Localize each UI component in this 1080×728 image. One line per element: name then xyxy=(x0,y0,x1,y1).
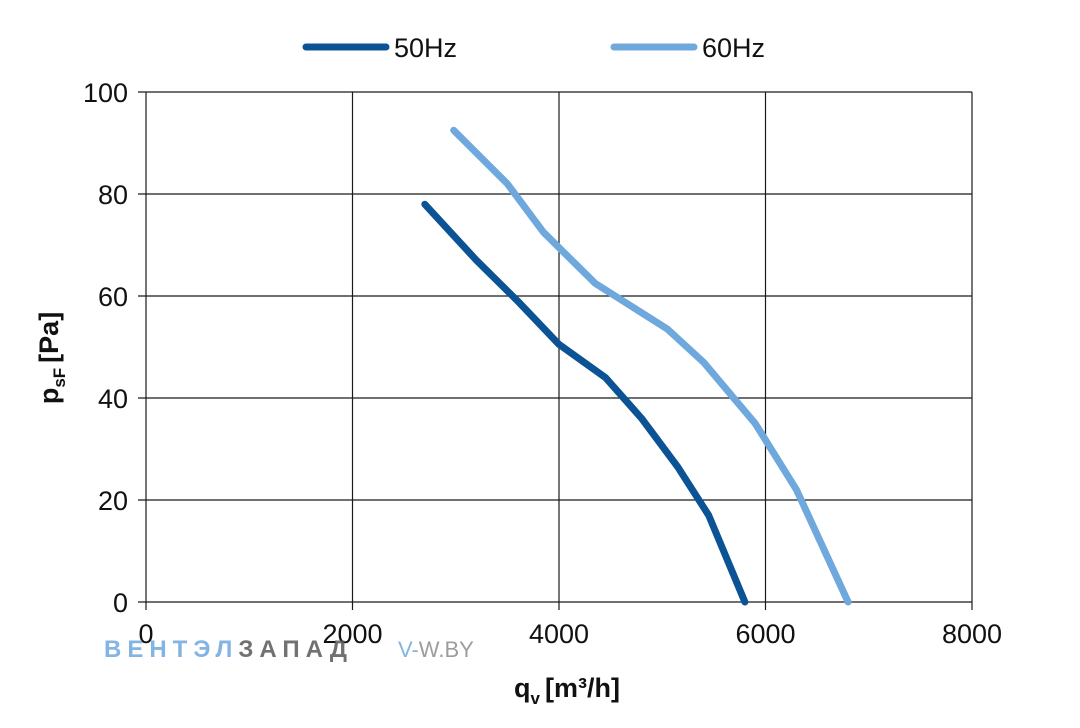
watermark-site-suffix: W.BY xyxy=(419,637,474,662)
series-line-50hz xyxy=(421,200,749,606)
legend: 50Hz 60Hz xyxy=(302,33,765,63)
y-tick-label: 40 xyxy=(98,384,128,414)
x-tick-label: 2000 xyxy=(322,619,382,649)
grid xyxy=(138,91,973,610)
y-tick-label: 100 xyxy=(83,78,128,108)
x-axis-title: qv [m³/h] xyxy=(514,673,620,708)
x-tick-label: 6000 xyxy=(735,619,795,649)
watermark-brand-part2: ЗАПАД xyxy=(238,636,353,663)
y-tick-label: 0 xyxy=(113,588,128,618)
legend-label-60hz: 60Hz xyxy=(702,33,765,63)
svg-text:ВЕНТЭЛЗАПАД: ВЕНТЭЛЗАПАД xyxy=(104,636,353,663)
x-tick-label: 8000 xyxy=(942,619,1002,649)
series-group xyxy=(421,126,852,606)
watermark: ВЕНТЭЛЗАПАД V-W.BY xyxy=(104,636,474,663)
watermark-site-prefix: V- xyxy=(398,637,419,662)
x-tick-label: 0 xyxy=(138,619,153,649)
y-tick-label: 80 xyxy=(98,180,128,210)
y-tick-label: 60 xyxy=(98,282,128,312)
y-tick-label: 20 xyxy=(98,486,128,516)
watermark-brand-part1: ВЕНТЭЛ xyxy=(104,636,238,663)
series-line-60hz xyxy=(450,126,852,606)
svg-text:V-W.BY: V-W.BY xyxy=(398,637,474,662)
x-tick-labels: 0 2000 4000 6000 8000 xyxy=(138,619,1002,649)
y-tick-labels: 0 20 40 60 80 100 xyxy=(83,78,128,618)
legend-label-50hz: 50Hz xyxy=(394,33,457,63)
x-tick-label: 4000 xyxy=(529,619,589,649)
y-axis-title: psF[Pa] xyxy=(34,312,69,404)
